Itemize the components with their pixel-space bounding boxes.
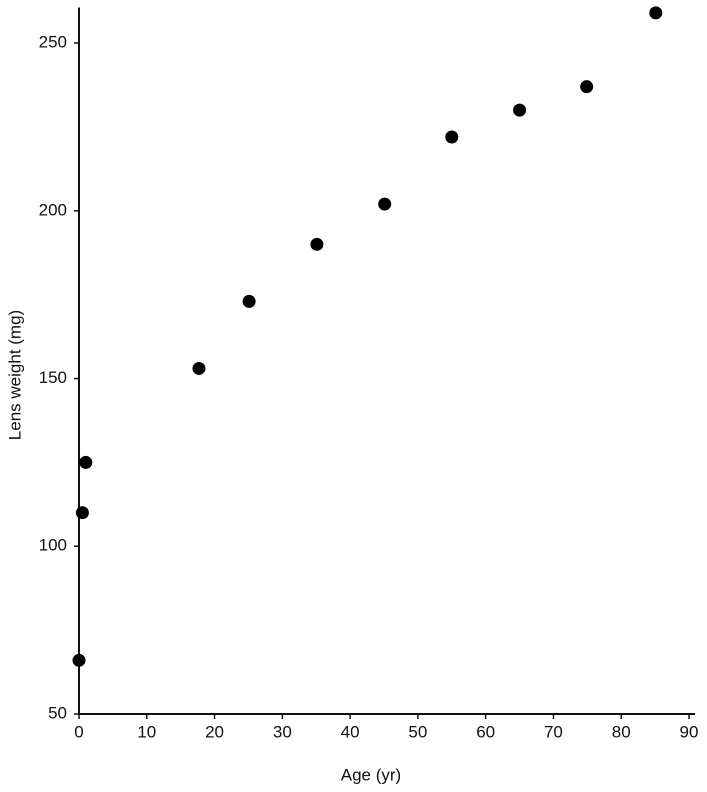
x-tick-label: 50	[408, 722, 427, 741]
y-tick-label: 100	[39, 536, 67, 555]
x-axis-label: Age (yr)	[341, 765, 401, 784]
x-tick-label: 30	[273, 722, 292, 741]
data-point	[242, 294, 256, 308]
x-tick-label: 70	[544, 722, 563, 741]
data-point	[310, 237, 324, 251]
x-tick-label: 80	[612, 722, 631, 741]
x-tick-label: 20	[205, 722, 224, 741]
x-tick-label: 60	[476, 722, 495, 741]
data-point	[513, 103, 527, 117]
y-tick-label: 200	[39, 200, 67, 219]
y-axis-label: Lens weight (mg)	[5, 310, 24, 440]
y-tick-label: 150	[39, 368, 67, 387]
data-point	[72, 653, 86, 667]
x-tick-label: 10	[137, 722, 156, 741]
y-tick-label: 250	[39, 33, 67, 52]
data-point	[378, 197, 392, 211]
y-tick-label: 50	[48, 703, 67, 722]
x-tick-label: 0	[74, 722, 83, 741]
data-point	[649, 6, 663, 20]
data-point	[445, 130, 459, 144]
data-point	[79, 455, 93, 469]
data-point	[580, 80, 594, 94]
data-point	[75, 506, 89, 520]
x-tick-label: 90	[680, 722, 699, 741]
data-point	[192, 361, 206, 375]
x-tick-label: 40	[341, 722, 360, 741]
